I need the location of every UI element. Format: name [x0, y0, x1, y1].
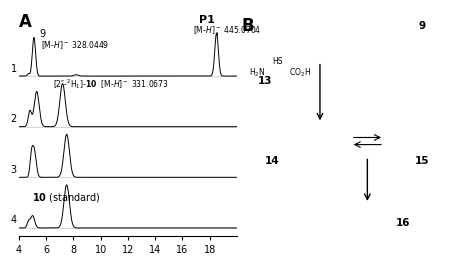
Text: 2: 2: [11, 114, 17, 124]
Text: B: B: [242, 17, 255, 35]
Text: [M-$H$]$^-$ 445.0704: [M-$H$]$^-$ 445.0704: [193, 24, 262, 36]
Text: 13: 13: [258, 76, 273, 86]
Text: 4: 4: [11, 215, 17, 225]
Text: CO$_2$H: CO$_2$H: [289, 66, 311, 79]
Text: HS: HS: [273, 57, 283, 66]
Text: A: A: [19, 13, 32, 31]
Text: 1: 1: [11, 63, 17, 73]
Text: 9: 9: [418, 21, 426, 31]
Text: [2″-$^2$H$_1$]-$\mathbf{10}$  [M-$H$]$^-$ 331.0673: [2″-$^2$H$_1$]-$\mathbf{10}$ [M-$H$]$^-$…: [53, 77, 169, 91]
Text: 16: 16: [396, 218, 410, 228]
Text: H$_2$N: H$_2$N: [249, 66, 265, 79]
Text: 14: 14: [265, 156, 280, 166]
Text: 15: 15: [415, 156, 429, 166]
Text: [M-$H$]$^-$ 328.0449: [M-$H$]$^-$ 328.0449: [41, 39, 109, 51]
Text: 3: 3: [11, 165, 17, 175]
Text: $\mathbf{10}$ (standard): $\mathbf{10}$ (standard): [32, 190, 101, 204]
Text: P1: P1: [199, 15, 215, 25]
Text: 9: 9: [34, 29, 46, 39]
